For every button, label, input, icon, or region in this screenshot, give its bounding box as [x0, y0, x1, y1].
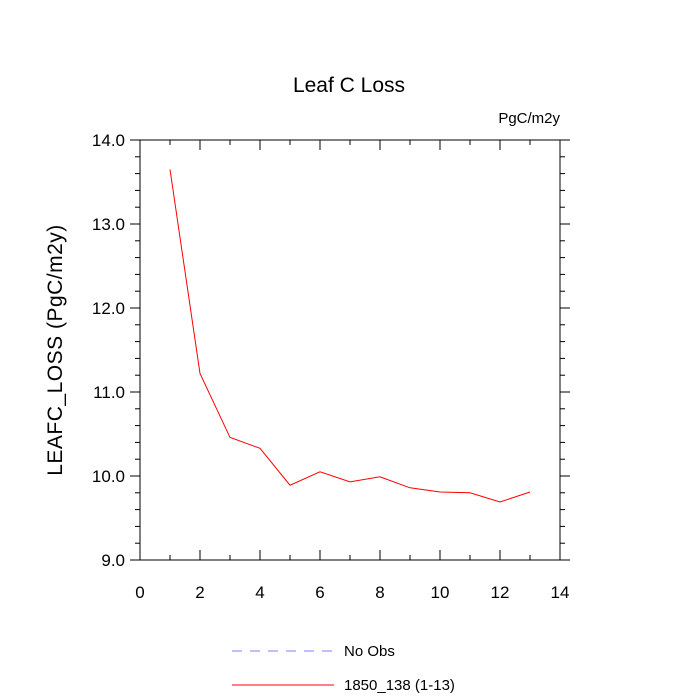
x-tick-label: 12	[491, 583, 510, 602]
x-tick-label: 6	[315, 583, 324, 602]
y-tick-label: 14.0	[92, 131, 125, 150]
y-tick-label: 9.0	[101, 551, 125, 570]
x-tick-label: 14	[551, 583, 570, 602]
x-tick-label: 0	[135, 583, 144, 602]
plot-series	[169, 169, 531, 503]
y-tick-label: 11.0	[93, 383, 125, 402]
y-tick-label: 10.0	[92, 467, 125, 486]
y-tick-label: 13.0	[92, 215, 125, 234]
plot-frame	[139, 139, 561, 561]
legend: No Obs 1850_138 (1-13)	[232, 643, 455, 694]
x-tick-label: 2	[195, 583, 204, 602]
y-tick-label: 12.0	[92, 299, 125, 318]
x-tick-label: 4	[255, 583, 264, 602]
x-tick-label: 10	[431, 583, 450, 602]
x-tick-label: 8	[375, 583, 384, 602]
legend-label: 1850_138 (1-13)	[344, 677, 455, 694]
chart-title: Leaf C Loss	[293, 74, 405, 97]
axes: 0 2 4 6 8 10 12 14 9.0 10.0 11.0 12.0 13.0 14.0	[92, 131, 570, 602]
y-axis-label: LEAFC_LOSS (PgC/m2y)	[44, 224, 67, 476]
series-line	[169, 169, 531, 503]
legend-label: No Obs	[344, 643, 395, 660]
units-label: PgC/m2y	[498, 110, 560, 127]
